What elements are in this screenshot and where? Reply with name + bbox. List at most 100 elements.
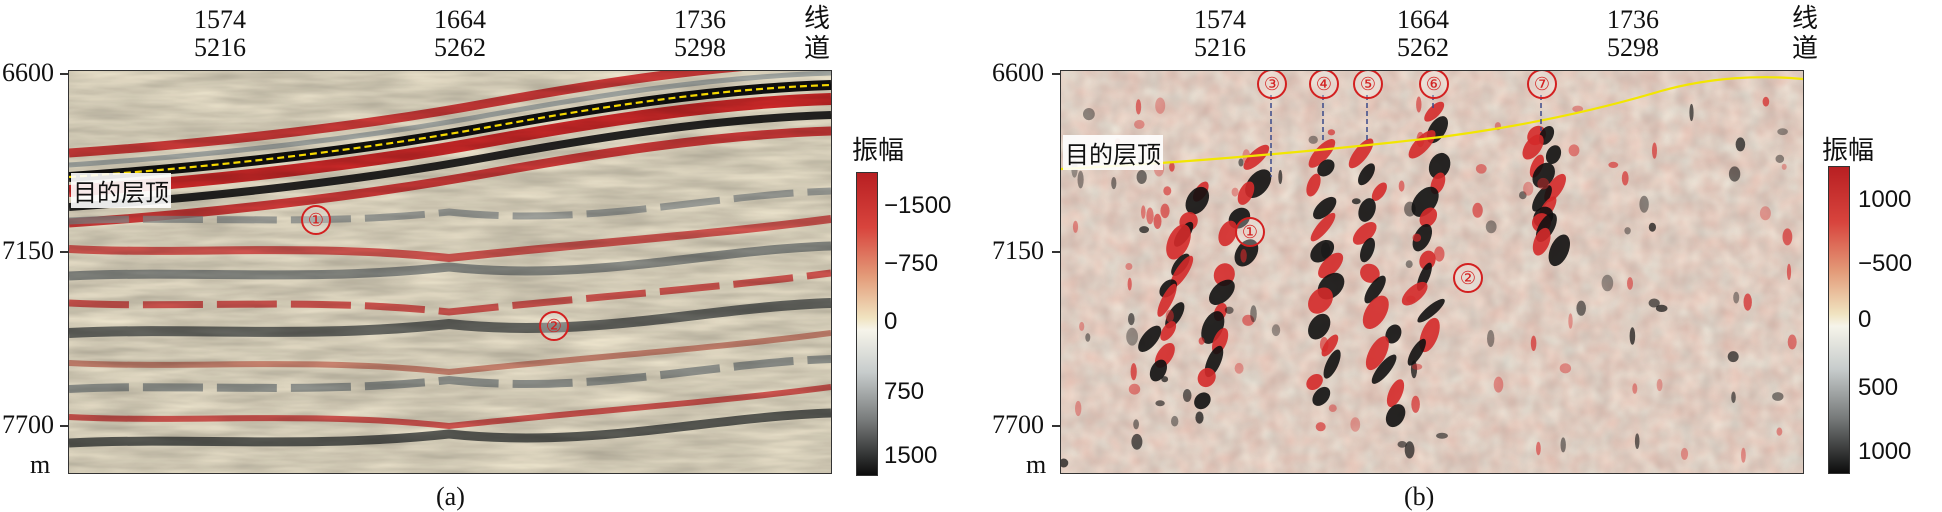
anomaly-blob (1218, 220, 1238, 247)
anomaly-blob (1371, 182, 1387, 201)
noise-blob (1523, 181, 1534, 196)
noise-blob (1472, 202, 1483, 218)
top-label-2: 1664 5262 (415, 6, 505, 62)
colorbar-label-4: 500 (1858, 374, 1899, 401)
noise-blob (1655, 304, 1668, 312)
top-label-1: 1574 5216 (1175, 6, 1265, 62)
anomaly-blob (1308, 287, 1333, 314)
noise-blob (1134, 119, 1145, 129)
anomaly-blob (1166, 224, 1191, 260)
anomaly-blob (1529, 154, 1545, 178)
anomaly-blob (1306, 374, 1323, 390)
noise-blob (1072, 220, 1079, 233)
anomaly-blob (1197, 367, 1216, 388)
marker-2: ② (1453, 263, 1483, 293)
trace-number: 5216 (1194, 33, 1246, 62)
noise-blob (1632, 383, 1638, 394)
noise-blob (1735, 137, 1746, 152)
noise-blob (1787, 334, 1797, 350)
noise-blob (1568, 313, 1573, 329)
anomaly-blob (1371, 354, 1397, 384)
noise-blob (1195, 411, 1204, 424)
noise-blob (1536, 441, 1541, 456)
noise-blob (1128, 313, 1135, 326)
colorbar-label-2: −500 (1858, 250, 1913, 277)
line-number: 1736 (1607, 5, 1659, 34)
top-label-3: 1736 5298 (655, 6, 745, 62)
anomaly-blob (1318, 252, 1344, 279)
noise-blob (1398, 180, 1405, 192)
noise-blob (1530, 335, 1537, 351)
marker-4: ④ (1309, 71, 1339, 99)
anomaly-blob (1317, 159, 1335, 177)
marker-3: ③ (1257, 71, 1287, 99)
noise-blob (1762, 96, 1770, 107)
anomaly-blob (1424, 101, 1445, 122)
noise-blob (1319, 337, 1329, 352)
line-number: 1574 (194, 5, 246, 34)
noise-blob (1133, 419, 1139, 430)
anomaly-blob (1385, 404, 1406, 428)
seismic-section-b: 目的层顶 ① ② ③ ④ ⑤ ⑥ ⑦ (1060, 70, 1804, 474)
noise-blob (1077, 170, 1084, 189)
target-horizon-line (69, 83, 831, 179)
anomaly-blob (1160, 321, 1177, 341)
colorbar-label-3: 0 (1858, 306, 1872, 333)
noise-blob (1743, 293, 1752, 311)
colorbar-label-4: 750 (884, 378, 925, 405)
line-number: 1736 (674, 5, 726, 34)
noise-blob (1171, 415, 1179, 427)
y-tick-7700: 7700 (992, 410, 1044, 439)
noise-blob (1321, 242, 1331, 259)
noise-blob (1083, 108, 1095, 121)
colorbar-a (856, 172, 878, 476)
noise-blob (1652, 142, 1657, 159)
colorbar-label-1: −1500 (884, 192, 952, 219)
anomaly-blob (1237, 181, 1255, 205)
marker-5: ⑤ (1353, 71, 1383, 99)
noise-blob (1648, 222, 1656, 232)
noise-blob (1126, 327, 1138, 346)
anomaly-blob (1323, 349, 1341, 379)
y-tick-mark (1052, 425, 1060, 427)
panel-b: 1574 5216 1664 5262 1736 5298 线 道 6600 7… (980, 0, 1942, 512)
trace-number: 5298 (1607, 33, 1659, 62)
anomaly-blob (1310, 239, 1335, 263)
noise-blob (1777, 128, 1788, 136)
axis-name-trace: 道 (803, 34, 830, 64)
noise-blob (1242, 314, 1255, 326)
noise-blob (1169, 162, 1175, 172)
noise-blob (1537, 177, 1550, 190)
noise-blob (1125, 263, 1133, 270)
noise-blob (1731, 391, 1736, 404)
noise-blob (1146, 207, 1154, 225)
y-tick-6600: 6600 (2, 58, 54, 87)
noise-blob (1519, 191, 1527, 200)
noise-blob (1775, 154, 1785, 163)
anomaly-blob (1358, 163, 1375, 186)
noise-blob (1411, 363, 1423, 370)
y-tick-mark (60, 425, 68, 427)
noise-blob (1136, 170, 1147, 184)
noise-blob (1727, 351, 1739, 363)
noise-blob (1434, 246, 1445, 262)
target-top-label: 目的层顶 (71, 173, 171, 208)
noise-blob (1639, 195, 1649, 213)
noise-blob (1475, 164, 1487, 174)
marker-6: ⑥ (1419, 71, 1449, 99)
anomaly-blob (1522, 134, 1544, 160)
y-tick-mark (60, 73, 68, 75)
noise-blob (1198, 337, 1205, 345)
noise-blob (1161, 376, 1169, 383)
noise-blob (1627, 277, 1633, 290)
noise-blob (1487, 330, 1495, 347)
colorbar-title: 振幅 (1822, 136, 1875, 166)
noise-blob (1231, 187, 1239, 197)
noise-blob (1624, 227, 1631, 235)
trace-number: 5262 (1397, 33, 1449, 62)
anomaly-blob (1313, 196, 1337, 220)
line-number: 1664 (1397, 5, 1449, 34)
noise-blob (1131, 433, 1143, 450)
colorbar-label-5: 1500 (884, 442, 938, 469)
anomaly-blob (1185, 186, 1210, 215)
